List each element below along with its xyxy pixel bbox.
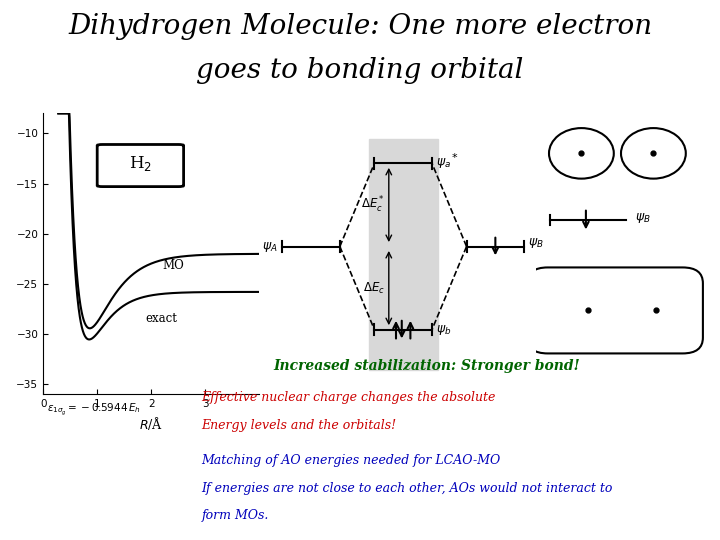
Text: Matching of AO energies needed for LCAO-MO: Matching of AO energies needed for LCAO-… — [202, 454, 501, 467]
Text: form MOs.: form MOs. — [202, 509, 269, 522]
Text: Dihydrogen Molecule: One more electron: Dihydrogen Molecule: One more electron — [68, 14, 652, 40]
Text: $\psi_b$: $\psi_b$ — [436, 322, 451, 336]
Text: $\psi_a$: $\psi_a$ — [436, 157, 451, 171]
Text: $*$: $*$ — [451, 151, 458, 161]
Text: Energy levels and the orbitals!: Energy levels and the orbitals! — [202, 418, 397, 431]
Text: $\psi_B$: $\psi_B$ — [528, 237, 544, 251]
Text: Increased stabilization: Stronger bond!: Increased stabilization: Stronger bond! — [274, 359, 580, 373]
Text: $\Delta E_c^*$: $\Delta E_c^*$ — [361, 195, 384, 215]
Text: H$_2$: H$_2$ — [129, 154, 152, 173]
Text: Effective nuclear charge changes the absolute: Effective nuclear charge changes the abs… — [202, 392, 496, 404]
FancyBboxPatch shape — [527, 267, 703, 354]
Text: goes to bonding orbital: goes to bonding orbital — [197, 57, 523, 84]
FancyBboxPatch shape — [97, 145, 184, 187]
X-axis label: $R$/Å: $R$/Å — [139, 415, 163, 431]
Text: $\epsilon_{1\sigma_g} = -0.5944\, E_h$: $\epsilon_{1\sigma_g} = -0.5944\, E_h$ — [47, 402, 141, 418]
Text: $\Delta E_c$: $\Delta E_c$ — [363, 280, 384, 295]
Text: $\psi_A$: $\psi_A$ — [262, 240, 278, 253]
Text: MO: MO — [162, 259, 184, 272]
Text: If energies are not close to each other, AOs would not interact to: If energies are not close to each other,… — [202, 482, 613, 495]
Text: exact: exact — [145, 312, 178, 325]
Bar — [369, 139, 438, 369]
Text: $\psi_B$: $\psi_B$ — [635, 211, 651, 225]
